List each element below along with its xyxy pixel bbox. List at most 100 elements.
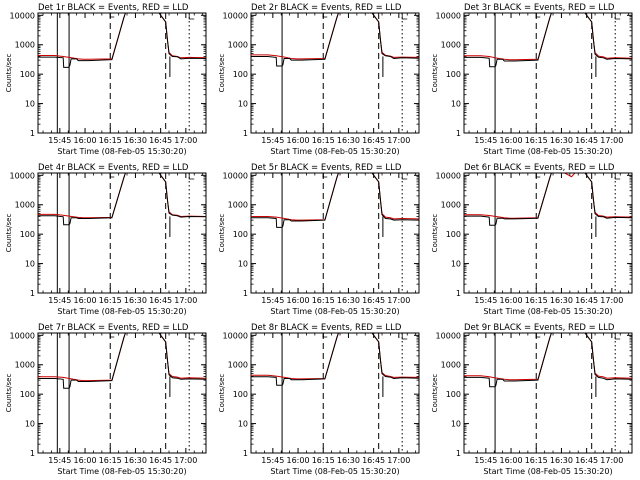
series-line-events (464, 333, 632, 388)
y-tick-label: 100 (446, 390, 461, 399)
y-tick-label: 10000 (436, 331, 461, 340)
night-flag-icon (188, 173, 195, 180)
x-tick-label: 16:15 (99, 136, 122, 145)
y-tick-label: 10 (238, 100, 248, 109)
x-tick-label: 16:15 (312, 136, 335, 145)
x-tick-label: 16:45 (575, 296, 598, 305)
night-flag-icon (401, 333, 408, 340)
plot-frame (250, 332, 420, 454)
x-tick-label: 16:45 (362, 136, 385, 145)
y-axis-label: Counts/sec (218, 54, 226, 93)
saa-flag-icon (535, 13, 541, 18)
saa-flag-icon (109, 333, 115, 338)
series-line-events (251, 173, 419, 228)
y-tick-label: 1000 (228, 41, 248, 50)
y-axis-label: Counts/sec (5, 214, 13, 253)
x-tick-label: 16:15 (525, 296, 548, 305)
y-tick-label: 1000 (228, 361, 248, 370)
y-tick-label: 1 (243, 449, 248, 458)
x-axis-label: Start Time (08-Feb-05 15:30:20) (483, 307, 612, 316)
y-tick-label: 10 (238, 420, 248, 429)
series-line-events (251, 13, 419, 67)
series-line-lld (251, 333, 419, 380)
y-tick-label: 1 (456, 129, 461, 138)
plot-frame (463, 172, 633, 294)
x-tick-label: 16:15 (312, 296, 335, 305)
x-tick-label: 17:00 (600, 136, 623, 145)
x-tick-label: 16:00 (74, 296, 97, 305)
x-tick-label: 15:45 (261, 136, 284, 145)
x-tick-label: 16:45 (575, 456, 598, 465)
y-tick-label: 10 (451, 420, 461, 429)
y-tick-label: 1 (456, 449, 461, 458)
detector-panel-6: 1 10 100 1000 10000 15:45 16:00 16:15 16:30 16:45… (431, 163, 633, 316)
x-tick-label: 16:30 (550, 296, 573, 305)
y-tick-label: 1 (243, 289, 248, 298)
x-tick-label: 16:15 (99, 456, 122, 465)
x-tick-label: 17:00 (174, 456, 197, 465)
y-axis-label: Counts/sec (5, 54, 13, 93)
x-tick-label: 15:45 (261, 456, 284, 465)
detector-panel-3: 1 10 100 1000 10000 15:45 16:00 16:15 16:30 16:45… (431, 3, 633, 156)
y-tick-label: 10000 (436, 171, 461, 180)
panel-title: Det 4r BLACK = Events, RED = LLD (38, 163, 189, 173)
night-flag-icon (614, 173, 621, 180)
panel-title: Det 3r BLACK = Events, RED = LLD (464, 3, 615, 13)
panel-title: Det 8r BLACK = Events, RED = LLD (251, 323, 402, 333)
x-axis-label: Start Time (08-Feb-05 15:30:20) (270, 307, 399, 316)
y-tick-label: 100 (233, 390, 248, 399)
x-tick-label: 17:00 (174, 136, 197, 145)
panel-title: Det 5r BLACK = Events, RED = LLD (251, 163, 402, 173)
x-tick-label: 17:00 (387, 456, 410, 465)
y-axis-label: Counts/sec (431, 374, 439, 413)
x-tick-label: 17:00 (174, 296, 197, 305)
x-axis-label: Start Time (08-Feb-05 15:30:20) (270, 467, 399, 476)
x-tick-label: 17:00 (600, 456, 623, 465)
y-axis-label: Counts/sec (431, 214, 439, 253)
y-tick-label: 1 (30, 129, 35, 138)
detector-panel-4: 1 10 100 1000 10000 15:45 16:00 16:15 16:30 16:45… (5, 163, 207, 316)
x-tick-label: 15:45 (48, 296, 71, 305)
series-line-lld (464, 333, 632, 381)
night-flag-icon (614, 333, 621, 340)
y-tick-label: 1 (30, 449, 35, 458)
x-tick-label: 16:45 (362, 456, 385, 465)
series-line-lld (464, 13, 632, 61)
plot-frame (250, 172, 420, 294)
series-line-events (38, 13, 206, 68)
series-line-events (38, 173, 206, 226)
series-line-lld (464, 173, 632, 219)
night-flag-icon (188, 333, 195, 340)
x-axis-label: Start Time (08-Feb-05 15:30:20) (483, 467, 612, 476)
x-tick-label: 16:45 (362, 296, 385, 305)
y-tick-label: 100 (446, 70, 461, 79)
x-axis-label: Start Time (08-Feb-05 15:30:20) (483, 147, 612, 156)
y-tick-label: 1 (243, 129, 248, 138)
x-axis-label: Start Time (08-Feb-05 15:30:20) (57, 147, 186, 156)
series-line-events (251, 333, 419, 386)
y-tick-label: 1000 (441, 41, 461, 50)
x-tick-label: 16:15 (99, 296, 122, 305)
saa-flag-icon (535, 173, 541, 178)
x-tick-label: 17:00 (600, 296, 623, 305)
plot-frame (37, 332, 207, 454)
x-tick-label: 15:45 (474, 456, 497, 465)
x-tick-label: 16:15 (525, 136, 548, 145)
detector-panel-1: 1 10 100 1000 10000 15:45 16:00 16:15 16:30 16:45… (5, 3, 207, 156)
series-line-events (38, 333, 206, 389)
y-tick-label: 10000 (10, 11, 35, 20)
x-tick-label: 16:45 (575, 136, 598, 145)
night-flag-icon (401, 13, 408, 20)
x-tick-label: 16:45 (149, 296, 172, 305)
x-tick-label: 16:45 (149, 456, 172, 465)
y-tick-label: 10 (25, 260, 35, 269)
x-tick-label: 16:00 (287, 456, 310, 465)
y-tick-label: 100 (20, 390, 35, 399)
y-tick-label: 10 (451, 260, 461, 269)
y-tick-label: 10 (25, 100, 35, 109)
plot-frame (37, 12, 207, 134)
y-tick-label: 1000 (441, 201, 461, 210)
x-tick-label: 16:00 (500, 136, 523, 145)
y-tick-label: 1000 (228, 201, 248, 210)
